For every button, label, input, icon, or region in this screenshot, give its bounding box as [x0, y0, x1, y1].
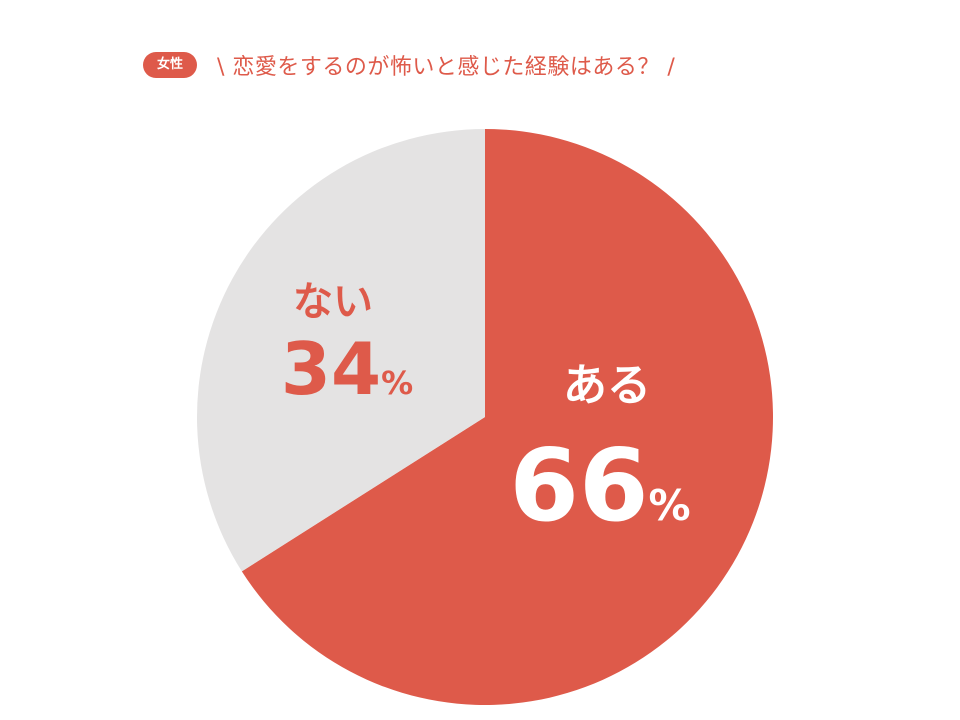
chart-header: 女性 \ 恋愛をするのが怖いと感じた経験はある？ / [143, 50, 675, 80]
slice-label-nai: ない [293, 279, 373, 325]
pie-slice-aru [241, 129, 773, 706]
slice-value-nai-number: 34 [281, 327, 381, 411]
slice-value-nai-unit: % [381, 364, 413, 402]
gender-badge: 女性 [143, 52, 198, 78]
slice-value-aru-unit: % [649, 481, 691, 530]
slice-value-aru: 66% [509, 427, 690, 544]
slice-label-aru: ある [563, 360, 651, 411]
chart-title: \ 恋愛をするのが怖いと感じた経験はある？ / [217, 55, 676, 80]
slice-value-aru-number: 66 [509, 427, 648, 544]
slice-value-nai: 34% [281, 327, 413, 411]
pie-slices [197, 129, 773, 706]
pie-slice-nai [197, 129, 486, 572]
